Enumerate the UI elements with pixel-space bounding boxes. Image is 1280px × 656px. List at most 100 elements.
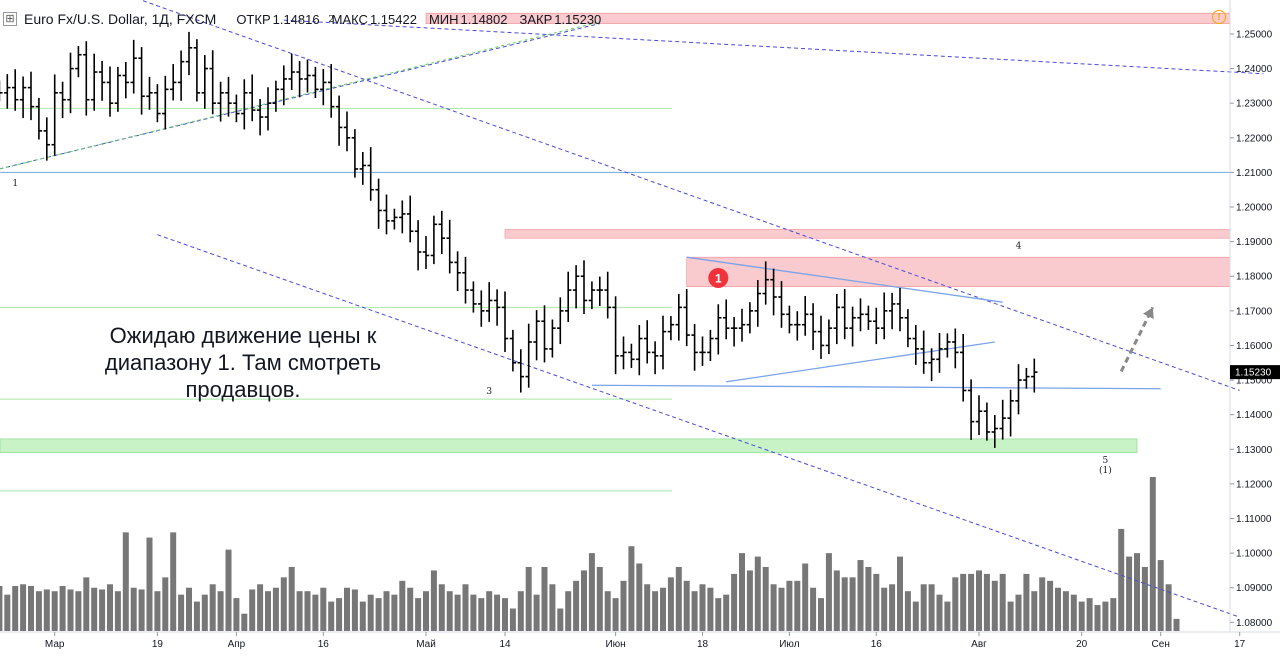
ohlc-bar[interactable] [170,64,177,101]
ohlc-bar[interactable] [75,46,82,78]
ohlc-bar[interactable] [936,332,943,373]
ohlc-bar[interactable] [770,268,777,316]
ohlc-bar[interactable] [762,261,769,305]
ohlc-bar[interactable] [833,293,840,345]
ohlc-bar[interactable] [904,309,912,348]
ohlc-bar[interactable] [470,281,477,313]
ohlc-bar[interactable] [446,219,453,274]
ohlc-bar[interactable] [999,399,1006,440]
trend-line[interactable] [726,341,995,383]
ohlc-bar[interactable] [185,31,193,76]
ohlc-bar[interactable] [960,334,967,402]
marker-circle[interactable] [708,267,729,288]
ohlc-bar[interactable] [723,299,730,340]
ohlc-bar[interactable] [438,210,445,255]
ohlc-bar[interactable] [683,289,690,347]
ohlc-bar[interactable] [612,296,619,375]
ohlc-bar[interactable] [399,200,406,234]
ohlc-bar[interactable] [699,336,706,366]
ohlc-bar[interactable] [786,305,793,334]
ohlc-bar[interactable] [715,304,722,355]
ohlc-bar[interactable] [414,220,422,271]
ohlc-bar[interactable] [162,75,169,130]
ohlc-bar[interactable] [604,271,611,319]
ohlc-bar[interactable] [659,315,667,370]
ohlc-bar[interactable] [730,317,738,347]
ohlc-bar[interactable] [320,68,327,106]
ohlc-bar[interactable] [983,402,991,441]
ohlc-bar[interactable] [209,50,216,115]
ohlc-bar[interactable] [422,236,430,269]
ohlc-bar[interactable] [644,320,651,364]
ohlc-bar[interactable] [430,215,438,265]
ohlc-bar[interactable] [549,319,556,358]
ohlc-bar[interactable] [967,379,975,440]
ohlc-bar[interactable] [952,328,959,369]
ohlc-bar[interactable] [651,341,659,375]
ohlc-bar[interactable] [335,95,343,146]
ohlc-bar[interactable] [217,81,224,122]
ohlc-bar[interactable] [343,111,351,152]
ohlc-bar[interactable] [67,52,74,114]
ohlc-bar[interactable] [12,69,19,111]
ohlc-bar[interactable] [525,323,532,388]
ohlc-bar[interactable] [991,415,998,448]
ohlc-bar[interactable] [1015,364,1022,415]
ohlc-bar[interactable] [825,319,833,355]
projection-arrow[interactable] [1119,306,1155,373]
ohlc-bar[interactable] [841,289,848,340]
ohlc-bar[interactable] [478,290,485,327]
ohlc-bar[interactable] [754,280,761,327]
ohlc-bar[interactable] [509,329,517,372]
ohlc-bar[interactable] [572,265,580,309]
resistance-zone[interactable] [686,256,1231,287]
ohlc-bar[interactable] [122,61,129,99]
ohlc-bar[interactable] [975,395,983,436]
ohlc-bar[interactable] [675,293,682,341]
ohlc-bar[interactable] [0,80,3,102]
trend-line[interactable] [591,384,1161,390]
ohlc-bar[interactable] [865,305,872,330]
ohlc-bar[interactable] [794,311,801,341]
ohlc-bar[interactable] [225,76,232,117]
channel-line[interactable] [110,0,1240,391]
channel-line[interactable] [283,19,1264,75]
ohlc-bar[interactable] [1023,367,1030,389]
ohlc-bar[interactable] [351,129,359,178]
ohlc-bar[interactable] [241,79,248,130]
ohlc-bar[interactable] [580,260,588,314]
ohlc-bar[interactable] [375,178,382,229]
ohlc-bar[interactable] [928,348,935,382]
ohlc-bar[interactable] [565,271,572,322]
ohlc-bar[interactable] [588,281,596,310]
ohlc-bar[interactable] [154,84,161,123]
ohlc-bar[interactable] [177,50,185,101]
grid-icon[interactable]: ⊞ [3,12,17,26]
ohlc-bar[interactable] [493,289,501,326]
ohlc-bar[interactable] [249,74,256,122]
ohlc-bar[interactable] [1007,389,1014,437]
channel-line[interactable] [157,234,1240,618]
ohlc-bar[interactable] [746,302,754,334]
ohlc-bar[interactable] [288,53,295,91]
ohlc-bar[interactable] [91,53,98,111]
ohlc-bar[interactable] [407,195,414,243]
ohlc-bar[interactable] [367,147,374,201]
ohlc-bar[interactable] [912,325,919,365]
ohlc-bar[interactable] [312,66,319,98]
ohlc-bar[interactable] [486,282,493,322]
ohlc-bar[interactable] [462,256,469,304]
ohlc-bar[interactable] [857,298,864,332]
trend-line[interactable] [686,256,1003,303]
ohlc-bar[interactable] [802,295,809,336]
ohlc-bar[interactable] [27,71,35,121]
ohlc-bar[interactable] [454,251,461,292]
ohlc-bar[interactable] [106,66,114,117]
ohlc-bar[interactable] [596,276,603,307]
ohlc-bar[interactable] [35,97,43,140]
ohlc-bar[interactable] [778,281,785,328]
ohlc-bar[interactable] [19,76,27,119]
ohlc-bar[interactable] [51,74,58,156]
ohlc-bar[interactable] [296,60,303,98]
